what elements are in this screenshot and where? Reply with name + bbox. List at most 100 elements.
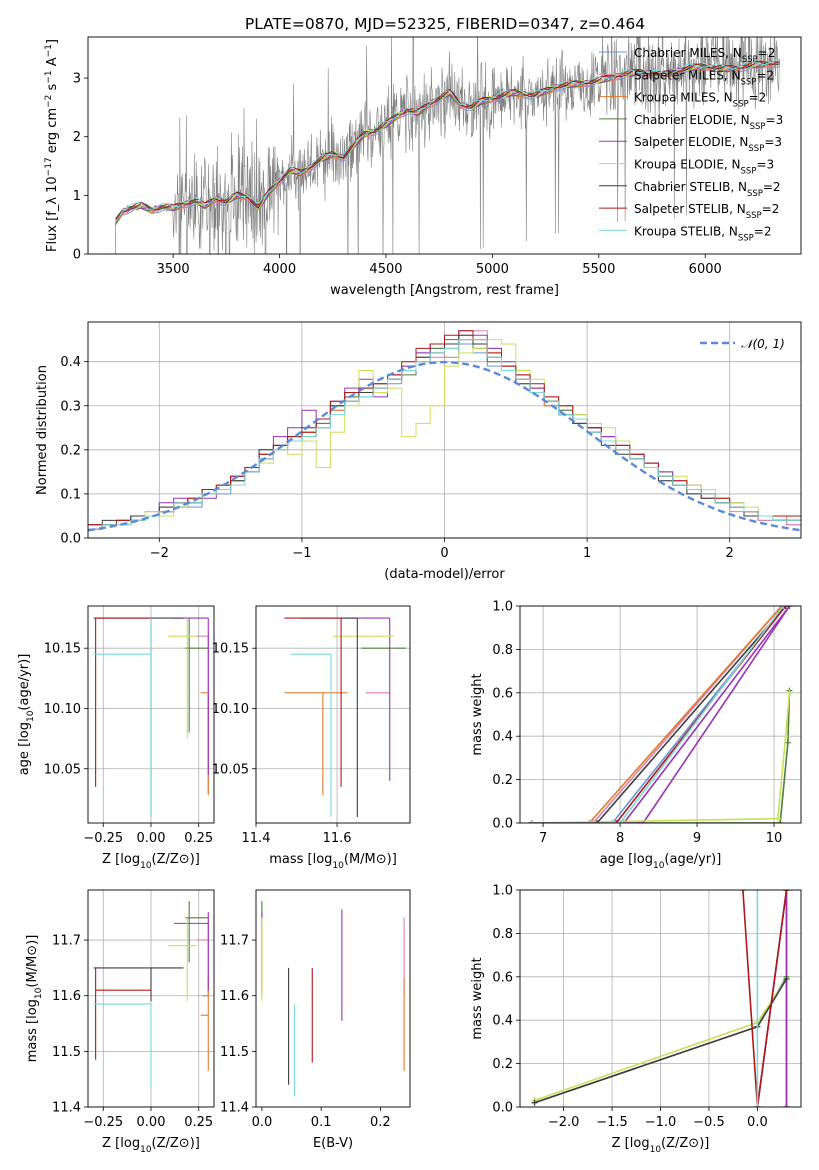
- y-tick-label: 0.2: [492, 773, 513, 788]
- x-tick-label: 0.0: [252, 1115, 273, 1130]
- spectrum-panel: 3500 4000 4500 5000 5500 6000 0 1 2 3 wavelength […: [44, 36, 802, 298]
- x-tick-label: −1: [292, 546, 311, 561]
- x-tick-label: −0.5: [693, 1115, 725, 1130]
- y-tick-label: 3: [73, 72, 81, 87]
- label-text: log: [120, 1136, 140, 1151]
- legend-entry: Chabrier STELIB, NSSP=2: [634, 180, 781, 199]
- y-axis-label: Flux [f_λ 10−17 erg cm−2 s−1 A−1]: [44, 39, 60, 252]
- legend-subscript: SSP: [738, 233, 754, 243]
- cumulative-marker: [590, 820, 597, 823]
- label-text: age [: [17, 742, 32, 775]
- cumulative-line: [742, 890, 788, 1107]
- y-tick-label: 1.0: [492, 884, 513, 899]
- label-text: Z [: [102, 852, 120, 867]
- cumulative-marker: [739, 890, 746, 893]
- x-tick-label: 11.6: [323, 831, 352, 846]
- y-tick-label: 10.15: [212, 642, 249, 657]
- y-tick-label: 0.1: [60, 487, 81, 502]
- cumulative-marker: [613, 820, 620, 823]
- y-tick-label: 2: [73, 130, 81, 145]
- x-tick-label: −2.0: [548, 1115, 580, 1130]
- x-tick-label: −2: [150, 546, 169, 561]
- cumulative-metallicity-panel: −2.0 −1.5 −1.0 −0.5 0.0 0.0 0.2 0.4 0.6 0.8 1.0 Z […: [470, 884, 802, 1155]
- plot-area: [98, 37, 780, 254]
- x-tick-label: −1.0: [645, 1115, 677, 1130]
- plot-area: [93, 901, 209, 1088]
- y-tick-label: 11.7: [52, 934, 81, 949]
- label-text: E(B-V): [313, 1136, 353, 1151]
- legend-subscript: SSP: [746, 211, 762, 221]
- label-superscript: −2: [44, 95, 54, 108]
- normal-distribution-curve: [88, 360, 801, 532]
- y-tick-label: 0.0: [492, 1101, 513, 1116]
- label-text: log: [633, 852, 653, 867]
- y-tick-label: 10.15: [44, 642, 81, 657]
- legend-text: Kroupa MILES, N: [634, 91, 733, 105]
- cumulative-line: [531, 606, 791, 823]
- y-tick-label: 11.5: [52, 1045, 81, 1060]
- cumulative-marker: [786, 606, 793, 609]
- legend-entry: 𝒩(0, 1): [741, 337, 785, 351]
- x-tick-label: 0.2: [370, 1115, 391, 1130]
- y-tick-label: 0.0: [492, 817, 513, 832]
- x-axis-label: Z [log10(Z/Z⊙)]: [102, 1136, 200, 1155]
- data-spectrum-start: [98, 221, 117, 254]
- x-axis-label: (data-model)/error: [384, 567, 505, 582]
- label-subscript: 10: [140, 861, 152, 871]
- label-subscript: 10: [34, 987, 44, 999]
- y-tick-label: 0.2: [60, 443, 81, 458]
- x-tick-label: 4500: [369, 262, 402, 277]
- legend-subscript: SSP: [733, 100, 749, 110]
- legend-subscript: SSP: [747, 189, 763, 199]
- cumulative-marker: [586, 820, 593, 823]
- model-spectrum-line: [115, 60, 780, 219]
- cumulative-line: [531, 606, 783, 823]
- legend-text: =2: [749, 91, 767, 105]
- x-tick-label: 4000: [263, 262, 296, 277]
- plot-area: [284, 617, 406, 817]
- label-text: (Z/Z⊙)]: [152, 852, 200, 867]
- label-superscript: −1: [44, 70, 54, 83]
- legend-text: =2: [762, 202, 780, 216]
- label-text: (M/M⊙)]: [344, 852, 397, 867]
- x-axis-label: mass [log10(M/M⊙)]: [269, 852, 397, 871]
- label-text: Flux [f_λ 10: [45, 176, 60, 252]
- cumulative-line: [531, 606, 783, 823]
- model-spectrum-line: [115, 60, 780, 221]
- y-tick-label: 0.4: [492, 730, 513, 745]
- y-tick-label: 0: [73, 248, 81, 263]
- legend-text: =2: [763, 180, 781, 194]
- y-tick-label: 1: [73, 189, 81, 204]
- label-text: (M/M⊙)]: [25, 935, 40, 988]
- label-subscript: 10: [332, 861, 344, 871]
- x-tick-label: 0.1: [311, 1115, 332, 1130]
- legend-text: Chabrier STELIB, N: [634, 180, 747, 194]
- cumulative-line: [531, 606, 787, 823]
- axes-frame: [87, 889, 215, 1108]
- x-tick-label: −1.5: [596, 1115, 628, 1130]
- x-tick-label: 3500: [157, 262, 190, 277]
- x-tick-label: 6000: [689, 262, 722, 277]
- plot-area: [531, 890, 790, 1107]
- x-tick-label: 0.0: [747, 1115, 768, 1130]
- x-tick-label: 2: [726, 546, 734, 561]
- y-tick-label: 0.2: [492, 1057, 513, 1072]
- x-tick-label: 10: [766, 831, 783, 846]
- cumulative-marker: [784, 739, 791, 746]
- legend-subscript: SSP: [742, 55, 758, 65]
- axes-frame: [519, 889, 802, 1108]
- legend-text: Chabrier ELODIE, N: [634, 113, 750, 127]
- y-tick-label: 0.6: [492, 970, 513, 985]
- plot-area: [528, 606, 793, 823]
- cumulative-line: [531, 606, 787, 823]
- axes-frame: [255, 605, 411, 824]
- cumulative-marker: [593, 820, 600, 823]
- label-text: mass weight: [470, 957, 485, 1039]
- label-text: s: [45, 83, 60, 94]
- label-text: log: [120, 852, 140, 867]
- y-tick-label: 0.8: [492, 643, 513, 658]
- cumulative-line: [531, 692, 791, 823]
